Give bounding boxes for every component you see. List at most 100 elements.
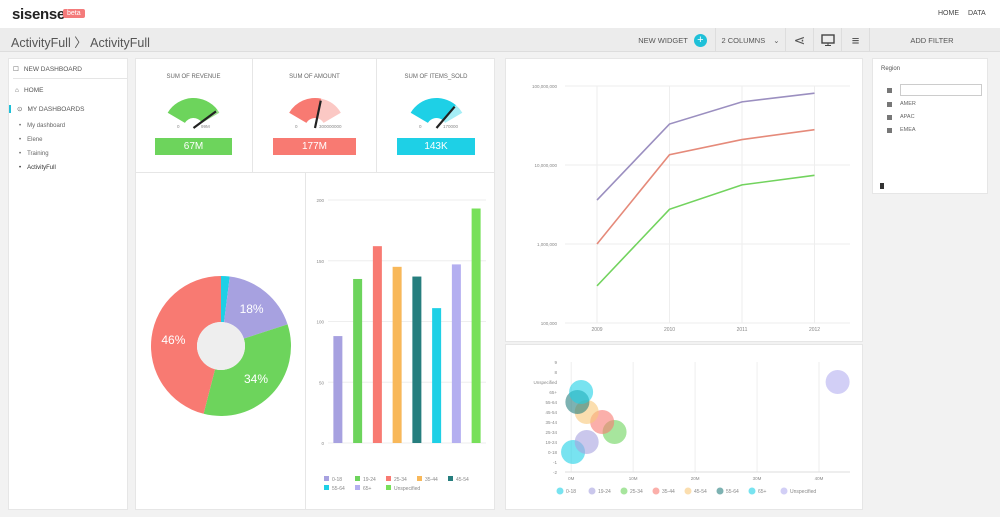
y-tick-label: 10,000,000 <box>534 163 557 168</box>
sidebar-item-my-dashboards[interactable]: ⊙ MY DASHBOARDS <box>9 105 84 113</box>
gauge-min: 0 <box>177 124 180 129</box>
sisense-logo[interactable]: sisense <box>12 6 65 23</box>
gauge-value: 67M <box>155 138 232 155</box>
filter-item[interactable]: EMEA <box>887 127 916 133</box>
scatter-point <box>825 370 850 394</box>
checkbox-icon[interactable] <box>887 87 892 93</box>
breadcrumb[interactable]: ActivityFull 〉 ActivityFull <box>11 36 150 50</box>
gauge-value: 143K <box>397 138 475 155</box>
checkbox-icon[interactable] <box>887 127 892 133</box>
donut-hole <box>197 322 245 370</box>
gauge-value: 177M <box>273 138 356 155</box>
bar <box>471 208 481 443</box>
filter-item[interactable]: AMER <box>887 101 916 107</box>
gauge-title: SUM OF REVENUE <box>166 74 221 80</box>
plus-icon: + <box>693 33 707 47</box>
new-dashboard-icon: ☐ <box>13 66 19 73</box>
pie-slice-label: 46% <box>161 333 185 347</box>
gauge-dial <box>167 98 220 129</box>
dashboard-item[interactable]: My dashboard <box>19 123 65 129</box>
divider <box>305 172 306 510</box>
gauge-widget: SUM OF REVENUE 0 99M 67M <box>135 58 252 172</box>
gauge-dial <box>410 98 463 129</box>
bar <box>432 308 442 443</box>
filter-item[interactable]: APAC <box>887 114 915 120</box>
x-tick-label: 20M <box>691 476 700 481</box>
legend-swatch <box>386 485 391 490</box>
dashboard-item-active[interactable]: ActivityFull <box>19 165 56 171</box>
x-tick-label: 2011 <box>737 327 748 333</box>
gauge-min: 0 <box>419 124 422 129</box>
pie-slice-label: 34% <box>244 372 268 386</box>
x-tick-label: 2010 <box>664 327 675 333</box>
y-tick-label: 45-54 <box>545 410 557 415</box>
legend-swatch <box>716 487 724 495</box>
pie-slice-label: 18% <box>240 302 264 316</box>
legend-swatch <box>448 476 453 481</box>
line-series <box>596 128 815 245</box>
y-tick-label: 0-18 <box>548 450 558 455</box>
legend-swatch <box>324 476 329 481</box>
legend-label: 65+ <box>363 486 372 492</box>
dashboard-item[interactable]: Training <box>19 151 48 157</box>
legend-label: 45-54 <box>456 477 469 483</box>
checkbox-icon[interactable] <box>887 101 892 107</box>
columns-dropdown[interactable]: 2 COLUMNS ⌄ <box>715 28 785 52</box>
legend-swatch <box>417 476 422 481</box>
filter-search-input[interactable] <box>900 84 982 96</box>
filter-item-label: AMER <box>900 101 916 107</box>
line-series <box>596 92 815 201</box>
x-tick-label: 0M <box>568 476 575 481</box>
nav-data-link[interactable]: DATA <box>968 10 986 17</box>
legend-label: 45-54 <box>694 489 707 495</box>
new-dashboard-label: NEW DASHBOARD <box>23 65 82 73</box>
pie-slice <box>151 276 221 414</box>
legend-swatch <box>780 487 788 495</box>
filter-item-label: APAC <box>900 114 915 120</box>
x-tick-label: 30M <box>753 476 762 481</box>
bar <box>412 276 422 443</box>
y-tick-label: 0 <box>321 441 324 446</box>
line-chart: 100,000 1,000,000 10,000,000 100,000,000 200… <box>532 84 850 333</box>
legend-label: 0-18 <box>332 477 342 483</box>
dashboard-item[interactable]: Elene <box>19 137 42 143</box>
y-tick-label: -2 <box>553 470 557 475</box>
present-button[interactable] <box>813 28 841 52</box>
gauge-dial <box>289 98 341 129</box>
legend-swatch <box>355 485 360 490</box>
new-widget-button[interactable]: NEW WIDGET + <box>630 28 715 52</box>
y-tick-label: 100,000 <box>541 321 558 326</box>
y-tick-label: -1 <box>553 460 557 465</box>
menu-button[interactable]: ≡ <box>841 28 869 52</box>
gauge-max: 300000000 <box>319 124 342 129</box>
share-button[interactable]: ⋖ <box>785 28 813 52</box>
nav-home-link[interactable]: HOME <box>938 10 959 17</box>
pie-slice <box>221 276 230 323</box>
bar <box>372 246 382 443</box>
legend-swatch <box>684 487 692 495</box>
bar <box>333 336 343 443</box>
y-tick-label: 9 <box>554 360 557 365</box>
gauge-needle <box>313 100 322 129</box>
line-series <box>596 174 815 287</box>
filter-select-all[interactable] <box>887 84 982 96</box>
gauge-remainder <box>317 98 341 123</box>
legend-swatch <box>748 487 756 495</box>
dashboards-icon: ⊙ <box>17 106 23 113</box>
y-tick-label: 150 <box>316 259 324 264</box>
legend-label: 0-18 <box>566 489 576 495</box>
y-tick-label: 25-34 <box>545 430 557 435</box>
gauge-fill <box>167 98 218 123</box>
legend-label: 25-34 <box>630 489 643 495</box>
new-dashboard-button[interactable]: ☐ NEW DASHBOARD <box>13 65 127 79</box>
legend-label: 55-64 <box>726 489 739 495</box>
checkbox-icon[interactable] <box>887 114 892 120</box>
gauge-widget: SUM OF AMOUNT 0 300000000 177M <box>252 58 376 172</box>
scatter-point <box>569 380 594 404</box>
y-tick-label: 200 <box>316 198 324 203</box>
sidebar-item-home[interactable]: ⌂ HOME <box>15 87 43 94</box>
trash-icon[interactable] <box>880 183 884 189</box>
gauge-needle <box>435 105 456 129</box>
add-filter-button[interactable]: ADD FILTER <box>869 28 994 52</box>
pie-slice <box>224 276 288 339</box>
